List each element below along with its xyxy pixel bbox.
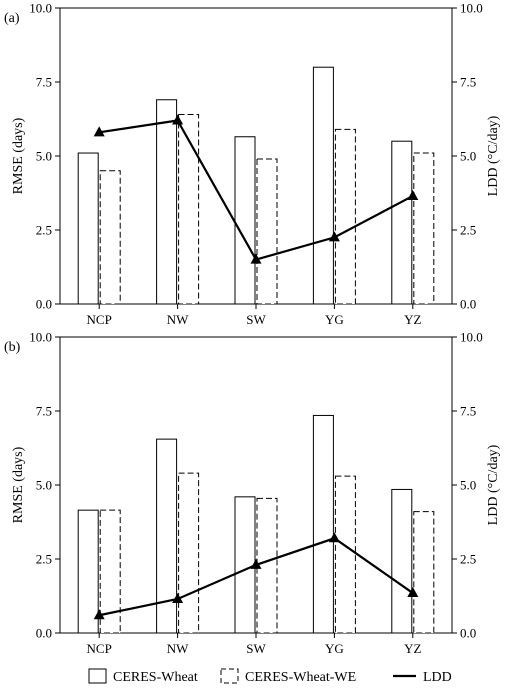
panel-label: (a) <box>4 11 20 26</box>
y-tick-label: 7.5 <box>36 404 52 419</box>
panel-1: 0.0 0.0 2.5 2.5 5.0 5.0 7.5 7.5 10.0 10.0 NCP NW SW Y… <box>4 330 501 657</box>
y2-tick-label: 2.5 <box>460 223 476 238</box>
bar-ceres-wheat <box>234 136 256 305</box>
y-tick-label: 0.0 <box>36 626 52 641</box>
y-tick-label: 2.5 <box>36 223 52 238</box>
x-tick-label: YG <box>325 312 344 327</box>
bar-ceres-wheat-we <box>413 511 435 634</box>
x-tick-label: NCP <box>87 312 112 327</box>
x-tick-label: NW <box>167 312 189 327</box>
bar-ceres-wheat-we <box>178 114 200 305</box>
y-tick-label: 0.0 <box>36 297 52 312</box>
bar-ceres-wheat-we <box>178 472 200 634</box>
bar-ceres-wheat <box>156 438 178 634</box>
y2-tick-label: 0.0 <box>460 297 476 312</box>
legend-label-ldd: LDD <box>423 670 452 685</box>
panel-label: (b) <box>4 340 21 355</box>
ldd-marker <box>93 126 105 137</box>
y-tick-label: 2.5 <box>36 552 52 567</box>
y-tick-label: 5.0 <box>36 149 52 164</box>
bar-ceres-wheat-we <box>413 152 435 305</box>
ldd-marker <box>407 587 419 598</box>
y-tick-label: 5.0 <box>36 478 52 493</box>
bar-ceres-wheat-we <box>334 128 356 305</box>
ldd-marker <box>172 114 184 125</box>
legend-label-ceres-we: CERES-Wheat-WE <box>245 670 356 685</box>
bar-ceres-wheat <box>312 66 334 305</box>
ldd-marker <box>93 609 105 620</box>
bar-ceres-wheat-we <box>99 509 121 634</box>
x-tick-label: SW <box>246 312 266 327</box>
y2-tick-label: 10.0 <box>460 330 483 345</box>
bar-ceres-wheat-we <box>256 158 278 305</box>
y-tick-label: 10.0 <box>29 1 52 16</box>
ldd-marker <box>328 231 340 242</box>
legend-label-ceres: CERES-Wheat <box>113 670 198 685</box>
y2-axis-title: LDD (°C/day) <box>486 115 501 196</box>
y2-tick-label: 7.5 <box>460 404 476 419</box>
ldd-line <box>99 119 414 261</box>
y-tick-label: 7.5 <box>36 75 52 90</box>
ldd-marker <box>250 253 262 264</box>
x-tick-label: NW <box>167 641 189 656</box>
bar-ceres-wheat <box>234 496 256 634</box>
y2-tick-label: 5.0 <box>460 149 476 164</box>
y-axis-title: RMSE (days) <box>11 117 26 194</box>
bar-ceres-wheat <box>77 152 99 305</box>
bar-ceres-wheat-we <box>334 475 356 634</box>
ldd-marker <box>172 592 184 603</box>
x-tick-label: YZ <box>404 312 421 327</box>
y-tick-label: 10.0 <box>29 330 52 345</box>
bar-ceres-wheat-we <box>99 170 121 305</box>
bar-ceres-wheat <box>77 509 99 634</box>
x-tick-label: YZ <box>404 641 421 656</box>
bar-ceres-wheat <box>391 140 413 305</box>
legend-swatch-ceres-we <box>220 668 239 684</box>
ldd-marker <box>250 558 262 569</box>
y-axis-title: RMSE (days) <box>11 446 26 523</box>
y2-axis-title: LDD (°C/day) <box>486 444 501 525</box>
y2-tick-label: 2.5 <box>460 552 476 567</box>
bar-ceres-wheat <box>312 414 334 634</box>
legend: CERES-Wheat CERES-Wheat-WE LDD <box>88 668 452 685</box>
x-tick-label: YG <box>325 641 344 656</box>
bar-ceres-wheat-we <box>256 497 278 634</box>
bar-ceres-wheat <box>391 488 413 634</box>
x-tick-label: SW <box>246 641 266 656</box>
ldd-marker <box>407 189 419 200</box>
y2-tick-label: 7.5 <box>460 75 476 90</box>
ldd-marker <box>328 532 340 543</box>
y2-tick-label: 5.0 <box>460 478 476 493</box>
legend-swatch-ceres <box>88 668 107 684</box>
panel-0: 0.0 0.0 2.5 2.5 5.0 5.0 7.5 7.5 10.0 10.0 NCP NW SW Y… <box>4 1 501 328</box>
y2-tick-label: 10.0 <box>460 1 483 16</box>
x-tick-label: NCP <box>87 641 112 656</box>
y2-tick-label: 0.0 <box>460 626 476 641</box>
ldd-line <box>98 537 414 617</box>
bar-ceres-wheat <box>156 99 178 305</box>
